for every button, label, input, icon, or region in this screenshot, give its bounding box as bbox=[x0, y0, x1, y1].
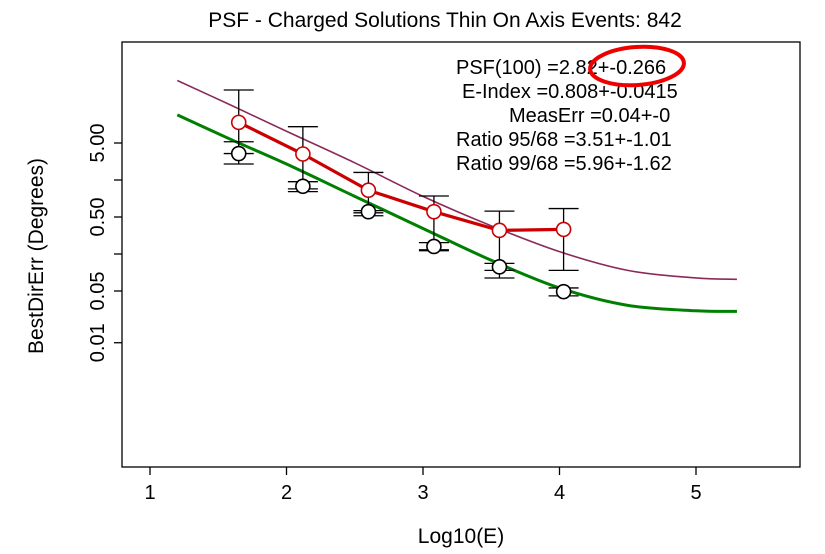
y-tick-label: 0.50 bbox=[87, 198, 109, 237]
red-data-point bbox=[295, 146, 311, 162]
purple-fit-curve bbox=[176, 79, 737, 281]
y-axis-label: BestDirErr (Degrees) bbox=[25, 158, 48, 354]
data-points bbox=[223, 89, 579, 300]
red-series-line bbox=[238, 120, 564, 232]
y-tick-label: 5.00 bbox=[87, 124, 109, 163]
x-tick-label: 1 bbox=[144, 482, 155, 504]
fit-parameter-line: MeasErr =0.04+-0 bbox=[509, 105, 670, 127]
x-tick-label: 4 bbox=[554, 482, 565, 504]
fit-parameter-line: Ratio 95/68 =3.51+-1.01 bbox=[456, 129, 672, 151]
black-data-point bbox=[426, 238, 442, 255]
black-data-point bbox=[360, 203, 377, 220]
y-tick-label: 0.01 bbox=[87, 323, 109, 362]
red-data-point bbox=[491, 222, 508, 239]
x-tick-label: 5 bbox=[690, 482, 701, 504]
axes: 1 2 3 4 5 0.01 0.05 0.50 5.00 bbox=[87, 124, 702, 504]
x-axis-label: Log10(E) bbox=[418, 525, 504, 548]
fit-parameter-line: PSF(100) =2.82+-0.266 bbox=[456, 57, 666, 79]
y-tick-label: 0.05 bbox=[87, 272, 109, 311]
x-tick-label: 2 bbox=[281, 482, 292, 504]
red-data-point bbox=[230, 114, 247, 131]
black-data-point bbox=[491, 259, 508, 275]
red-data-point bbox=[360, 182, 377, 199]
highlight-ellipse bbox=[588, 44, 686, 88]
black-data-point bbox=[555, 283, 572, 300]
red-data-point bbox=[426, 203, 442, 220]
x-tick-label: 3 bbox=[417, 482, 428, 504]
chart-title: PSF - Charged Solutions Thin On Axis Eve… bbox=[208, 9, 682, 32]
fit-curves bbox=[176, 79, 737, 313]
green-fit-curve bbox=[176, 113, 737, 313]
black-data-point bbox=[230, 145, 247, 162]
plot-frame bbox=[121, 41, 801, 468]
black-data-point bbox=[295, 178, 311, 195]
red-data-point bbox=[555, 221, 572, 238]
fit-parameter-line: Ratio 99/68 =5.96+-1.62 bbox=[456, 153, 672, 175]
